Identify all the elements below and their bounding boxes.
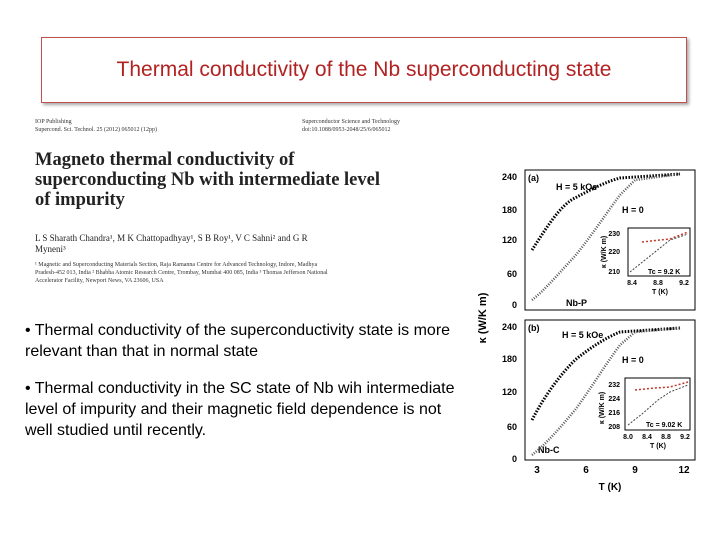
panel-a-h0-curve xyxy=(531,172,681,301)
panel-b-inset-xtick-8.0: 8.0 xyxy=(623,434,633,441)
panel-b-ytick-0: 0 xyxy=(512,454,517,464)
panel-a-inset-xtick-8.4: 8.4 xyxy=(627,280,637,287)
paper-header-right-1: Superconductor Science and Technology xyxy=(302,119,400,125)
panel-b-inset-ytick-232: 232 xyxy=(608,382,620,389)
panel-b-inset-ytick-208: 208 xyxy=(608,424,620,431)
paper-affiliations: ¹ Magnetic and Superconducting Materials… xyxy=(35,262,328,284)
panel-a-inset-xtick-8.8: 8.8 xyxy=(653,280,663,287)
paper-excerpt-image: IOP Publishing Supercond. Sci. Technol. … xyxy=(32,117,462,307)
y-axis-label: κ (W/K m) xyxy=(477,292,489,343)
panel-a-ytick-120: 120 xyxy=(502,235,517,245)
panel-b-inset-xtick-8.4: 8.4 xyxy=(642,434,652,441)
panel-a-inset: 230 220 210 κ (W/K m) Tc = 9.2 K 8.4 8.8… xyxy=(601,227,691,296)
panel-b-ytick-120: 120 xyxy=(502,387,517,397)
panel-b-inset-ylabel: κ (W/K m) xyxy=(599,392,606,424)
panel-b-ytick-180: 180 xyxy=(502,354,517,364)
panel-a-inset-ytick-210: 210 xyxy=(608,269,620,276)
slide-title-box: Thermal conductivity of the Nb supercond… xyxy=(41,37,687,103)
panel-b-frame xyxy=(524,319,696,461)
panel-a-sample: Nb-P xyxy=(566,298,587,308)
panel-a-inset-ytick-220: 220 xyxy=(608,249,620,256)
panel-a-inset-xlabel: T (K) xyxy=(652,289,668,296)
panel-b-letter: (b) xyxy=(528,323,540,333)
paper-header-left-2: Supercond. Sci. Technol. 25 (2012) 06501… xyxy=(35,127,157,133)
panel-a-inset-ylabel: κ (W/K m) xyxy=(601,236,608,268)
paper-title: Magneto thermal conductivity of supercon… xyxy=(35,150,380,210)
panel-b-inset-ytick-216: 216 xyxy=(608,410,620,417)
panel-b-inset-tc: Tc = 9.02 K xyxy=(646,422,682,429)
panel-a-label-h5: H = 5 kOe xyxy=(556,182,597,192)
panel-b-sample: Nb-C xyxy=(538,445,560,455)
panel-b-ytick-240: 240 xyxy=(502,322,517,332)
panel-b-inset-ytick-224: 224 xyxy=(608,396,620,403)
xtick-3: 3 xyxy=(534,465,540,476)
panel-b-ytick-60: 60 xyxy=(507,422,517,432)
panel-b-inset: 232 224 216 208 κ (W/K m) Tc = 9.02 K 8.… xyxy=(599,377,691,450)
panel-a-ytick-240: 240 xyxy=(502,172,517,182)
panel-a-frame xyxy=(524,169,696,311)
panel-b-label-h5: H = 5 kOe xyxy=(562,330,603,340)
bullet-list: • Thermal conductivity of the supercondu… xyxy=(25,320,465,457)
x-axis-label: T (K) xyxy=(599,482,622,493)
panel-a-inset-ytick-230: 230 xyxy=(608,231,620,238)
panel-b-label-h0: H = 0 xyxy=(622,355,644,365)
panel-b-inset-xtick-8.8: 8.8 xyxy=(661,434,671,441)
bullet-item-2: • Thermal conductivity in the SC state o… xyxy=(25,380,455,439)
panel-a-h5-curve xyxy=(530,172,681,251)
xtick-12: 12 xyxy=(678,465,690,476)
panel-b-inset-xlabel: T (K) xyxy=(650,443,666,450)
bullet-item-1: • Thermal conductivity of the supercondu… xyxy=(25,322,451,360)
paper-header-left-1: IOP Publishing xyxy=(35,119,72,125)
xtick-9: 9 xyxy=(632,465,638,476)
panel-a-inset-tc: Tc = 9.2 K xyxy=(648,269,680,276)
kappa-figure: κ (W/K m) 240 180 120 60 0 240 180 120 6… xyxy=(470,160,710,500)
panel-a-label-h0: H = 0 xyxy=(622,205,644,215)
kappa-figure-svg: κ (W/K m) 240 180 120 60 0 240 180 120 6… xyxy=(477,169,696,493)
panel-a-inset-xtick-9.2: 9.2 xyxy=(679,280,689,287)
xtick-6: 6 xyxy=(583,465,589,476)
paper-header-right-2: doi:10.1088/0953-2048/25/6/065012 xyxy=(302,127,391,133)
panel-b-inset-xtick-9.2: 9.2 xyxy=(680,434,690,441)
panel-a-letter: (a) xyxy=(528,173,539,183)
panel-a-ytick-180: 180 xyxy=(502,205,517,215)
panel-a-ytick-0: 0 xyxy=(512,300,517,310)
slide-title: Thermal conductivity of the Nb supercond… xyxy=(116,58,612,81)
panel-a-ytick-60: 60 xyxy=(507,269,517,279)
paper-authors: L S Sharath Chandra¹, M K Chattopadhyay¹… xyxy=(35,233,308,254)
